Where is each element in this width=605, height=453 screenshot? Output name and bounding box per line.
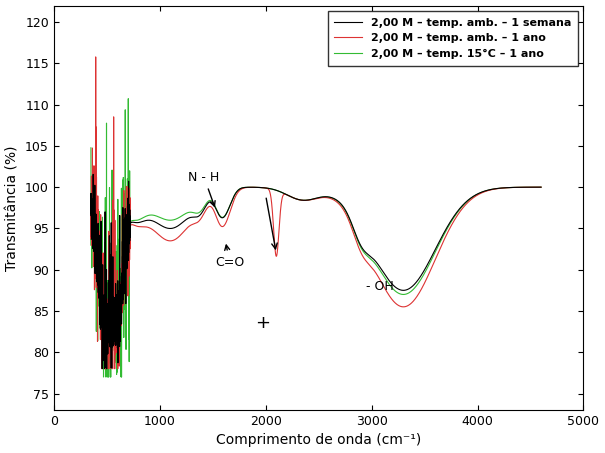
X-axis label: Comprimento de onda (cm⁻¹): Comprimento de onda (cm⁻¹) — [216, 434, 421, 448]
2,00 M – temp. 15°C – 1 ano — [445, 223, 453, 229]
2,00 M – temp. 15°C – 1 ano — [250, 184, 258, 190]
2,00 M – temp. 15°C – 1 ano — [354, 237, 361, 243]
2,00 M – temp. amb. – 1 semana — [90, 172, 97, 177]
2,00 M – temp. amb. – 1 semana — [354, 236, 361, 241]
2,00 M – temp. amb. – 1 ano — [445, 227, 453, 233]
Text: C=O: C=O — [215, 245, 244, 269]
Text: - OH: - OH — [366, 280, 394, 294]
2,00 M – temp. amb. – 1 ano — [99, 366, 106, 371]
2,00 M – temp. 15°C – 1 ano — [125, 96, 132, 101]
2,00 M – temp. amb. – 1 semana — [421, 267, 428, 272]
2,00 M – temp. 15°C – 1 ano — [87, 145, 94, 150]
Line: 2,00 M – temp. 15°C – 1 ano: 2,00 M – temp. 15°C – 1 ano — [91, 99, 541, 377]
2,00 M – temp. amb. – 1 ano — [421, 280, 428, 285]
2,00 M – temp. amb. – 1 semana — [537, 184, 544, 190]
2,00 M – temp. amb. – 1 semana — [87, 203, 94, 209]
2,00 M – temp. amb. – 1 ano — [110, 114, 117, 120]
2,00 M – temp. amb. – 1 ano — [92, 54, 99, 60]
2,00 M – temp. amb. – 1 ano — [354, 241, 361, 247]
Text: +: + — [255, 314, 270, 333]
2,00 M – temp. amb. – 1 semana — [445, 222, 453, 227]
2,00 M – temp. amb. – 1 ano — [87, 194, 94, 200]
2,00 M – temp. 15°C – 1 ano — [110, 329, 117, 335]
2,00 M – temp. 15°C – 1 ano — [100, 374, 107, 380]
Y-axis label: Transmitância (%): Transmitância (%) — [5, 145, 19, 270]
Text: N - H: N - H — [188, 170, 220, 206]
2,00 M – temp. 15°C – 1 ano — [373, 263, 381, 269]
Line: 2,00 M – temp. amb. – 1 semana: 2,00 M – temp. amb. – 1 semana — [91, 174, 541, 369]
Line: 2,00 M – temp. amb. – 1 ano: 2,00 M – temp. amb. – 1 ano — [91, 57, 541, 369]
Legend: 2,00 M – temp. amb. – 1 semana, 2,00 M – temp. amb. – 1 ano, 2,00 M – temp. 15°C: 2,00 M – temp. amb. – 1 semana, 2,00 M –… — [327, 11, 578, 66]
2,00 M – temp. amb. – 1 semana — [110, 322, 117, 328]
2,00 M – temp. amb. – 1 ano — [537, 184, 544, 190]
2,00 M – temp. amb. – 1 semana — [373, 260, 381, 266]
2,00 M – temp. amb. – 1 semana — [99, 366, 106, 371]
2,00 M – temp. 15°C – 1 ano — [421, 270, 428, 275]
2,00 M – temp. amb. – 1 semana — [250, 184, 258, 190]
2,00 M – temp. amb. – 1 ano — [250, 184, 258, 190]
2,00 M – temp. amb. – 1 ano — [373, 272, 381, 278]
2,00 M – temp. 15°C – 1 ano — [537, 184, 544, 190]
